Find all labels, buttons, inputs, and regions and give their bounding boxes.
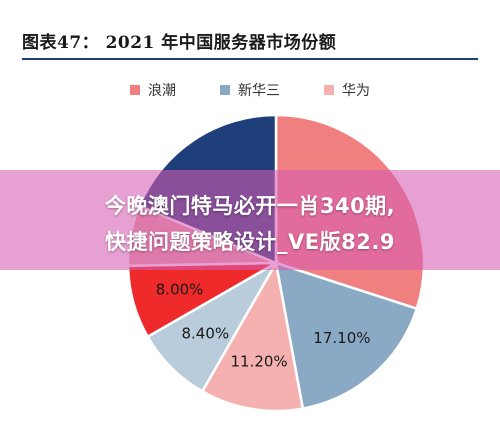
legend-label-h3c: 新华三 [238, 83, 280, 99]
chart-title: 图表47： 2021 年中国服务器市场份额 [22, 33, 337, 53]
legend-label-inspur: 浪潮 [148, 83, 176, 99]
legend-item-inspur: 浪潮 [130, 80, 176, 100]
legend-swatch-h3c [220, 85, 230, 95]
pie-slice-3 [200, 259, 305, 413]
pie-label-4: 8.40% [181, 325, 229, 343]
chart-header: 图表47： 2021 年中国服务器市场份额 [0, 0, 500, 60]
overlay-text-line2: 快捷问题策略设计_VE版82.9 [105, 230, 395, 254]
legend-item-h3c: 新华三 [220, 80, 280, 100]
pie-label-5: 8.00% [156, 281, 204, 299]
pie-label-2: 17.10% [313, 329, 370, 347]
pie-slice-2 [274, 261, 419, 411]
legend-swatch-inspur [130, 85, 140, 95]
overlay-text-line1: 今晚澳门特马必开一肖340期, [104, 194, 396, 218]
legend-item-huawei: 华为 [324, 80, 370, 100]
title-underline [22, 58, 478, 60]
pie-label-3: 11.20% [230, 353, 287, 371]
pie-labels: 17.10% 11.20%8.40% 8.00% [156, 281, 371, 371]
chart-legend: 浪潮 新华三 华为 [0, 80, 500, 100]
overlay-banner: 今晚澳门特马必开一肖340期, 快捷问题策略设计_VE版82.9 [0, 170, 500, 270]
legend-label-huawei: 华为 [342, 83, 370, 99]
legend-swatch-huawei [324, 85, 334, 95]
